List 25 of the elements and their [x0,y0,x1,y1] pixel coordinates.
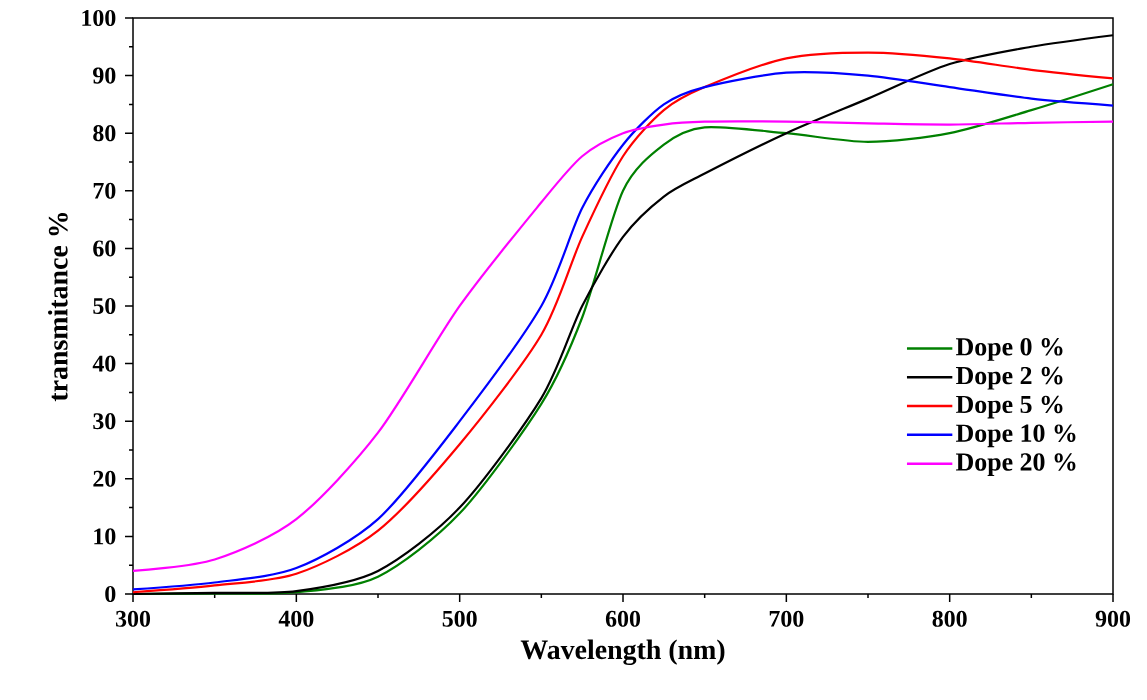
legend-label: Dope 10 % [956,424,1076,448]
y-tick-label: 70 [93,182,116,199]
y-tick-label: 100 [82,9,116,27]
x-tick-label: 600 [605,610,641,627]
legend-label: Dope 20 % [956,453,1076,476]
x-tick-label: 400 [278,610,314,627]
y-tick-label: 50 [93,297,116,315]
legend-label: Dope 2 % [956,366,1063,390]
y-tick-label: 30 [93,413,116,430]
x-axis-title: Wavelength (nm) [520,639,725,666]
y-tick-label: 90 [93,67,116,84]
y-tick-label: 10 [94,528,116,545]
legend-label: Dope 5 % [956,395,1063,419]
x-tick-label: 300 [115,610,151,627]
x-tick-label: 900 [1095,610,1131,627]
y-tick-label: 60 [93,240,116,257]
y-tick-label: 40 [92,355,116,372]
x-tick-label: 500 [442,610,477,627]
legend-label: Dope 0 % [956,338,1063,361]
x-tick-label: 800 [932,610,967,627]
y-tick-label: 0 [105,585,116,603]
y-tick-label: 20 [93,470,116,487]
y-tick-label: 80 [93,125,116,142]
y-axis-title: transmitance % [48,212,68,402]
x-tick-label: 700 [769,610,804,627]
